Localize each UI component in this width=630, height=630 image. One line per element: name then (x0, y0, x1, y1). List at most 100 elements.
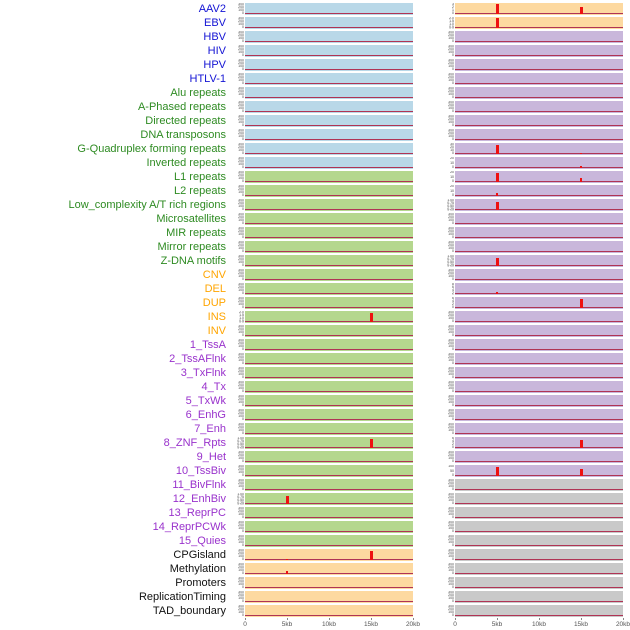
y-tick-label: 300 (448, 353, 454, 356)
y-tick-label: 100 (448, 414, 454, 418)
y-tick-label: 200 (448, 565, 454, 569)
y-tick-label: 200 (448, 383, 454, 387)
signal-baseline (455, 447, 623, 448)
y-tick-label: 100 (238, 596, 244, 600)
track-row: Directed repeats 300 200 100 0 300 200 100 0 (0, 114, 630, 128)
y-tick-label: 0 (242, 333, 244, 337)
y-tick-label: 0 (242, 599, 244, 603)
column-gap (413, 23, 438, 24)
signal-panel-right (455, 367, 623, 379)
signal-spike (496, 145, 499, 154)
signal-panel-left (245, 507, 413, 519)
signal-panel-left (245, 129, 413, 141)
y-tick-label: 0.25 (237, 501, 244, 505)
signal-panel-right (455, 423, 623, 435)
y-tick-label: 4 (452, 299, 454, 303)
y-tick-label: 200 (238, 523, 244, 527)
signal-baseline (455, 461, 623, 462)
y-tick-label: 100 (238, 8, 244, 12)
y-tick-label: 200 (238, 369, 244, 373)
signal-spike (370, 439, 373, 448)
y-tick-label: 0 (452, 529, 454, 533)
signal-panel-right (455, 101, 623, 113)
y-tick-label: 2.0 (239, 311, 244, 314)
signal-baseline (245, 209, 413, 210)
column-gap (413, 583, 438, 584)
signal-baseline (245, 251, 413, 252)
y-tick-label: 100 (448, 92, 454, 96)
y-tick-label: 300 (448, 451, 454, 454)
y-tick-label: 100 (238, 456, 244, 460)
y-tick-label: 0 (242, 277, 244, 281)
y-tick-label: 0.50 (447, 204, 454, 208)
y-tick-label: 100 (238, 232, 244, 236)
signal-baseline (455, 69, 623, 70)
signal-baseline (245, 587, 413, 588)
y-tick-label: 0 (242, 67, 244, 71)
track-label: DNA transposons (140, 129, 226, 141)
y-tick-label: 1.00 (237, 437, 244, 440)
x-tick-label: 5kb (281, 621, 293, 628)
y-tick-label: 300 (238, 535, 244, 538)
track-label: 10_TssBiv (175, 465, 226, 477)
signal-panel-right (455, 395, 623, 407)
signal-baseline (455, 391, 623, 392)
column-gap (413, 485, 438, 486)
signal-panel-right (455, 185, 623, 197)
y-tick-label: 20 (450, 145, 454, 149)
signal-baseline (245, 181, 413, 182)
y-axis-ticks-left: 300 200 100 0 (228, 157, 245, 169)
signal-panel-left (245, 101, 413, 113)
y-tick-label: 300 (238, 549, 244, 552)
track-label: INV (207, 325, 226, 337)
signal-baseline (245, 377, 413, 378)
signal-panel-right (455, 311, 623, 323)
y-tick-label: 0 (452, 53, 454, 57)
y-tick-label: 0 (452, 445, 454, 449)
y-axis-ticks-right: 300 200 100 0 (438, 549, 455, 561)
track-row: A-Phased repeats 300 200 100 0 300 200 100 0 (0, 100, 630, 114)
y-tick-label: 200 (238, 481, 244, 485)
signal-baseline (245, 153, 413, 154)
signal-panel-left (245, 297, 413, 309)
y-tick-label: 200 (238, 341, 244, 345)
y-tick-label: 200 (238, 607, 244, 611)
y-axis-ticks-left: 300 200 100 0 (228, 367, 245, 379)
track-label: CNV (202, 269, 226, 281)
signal-panel-left (245, 423, 413, 435)
y-tick-label: 100 (448, 540, 454, 544)
signal-baseline (245, 545, 413, 546)
y-tick-label: 100 (238, 302, 244, 306)
y-tick-label: 0 (242, 123, 244, 127)
y-tick-label: 100 (238, 134, 244, 138)
signal-panel-right (455, 535, 623, 547)
y-axis-ticks-left: 300 200 100 0 (228, 45, 245, 57)
signal-panel-left (245, 269, 413, 281)
signal-panel-right (455, 325, 623, 337)
signal-panel-right (455, 241, 623, 253)
signal-baseline (455, 587, 623, 588)
y-tick-label: 300 (238, 577, 244, 580)
y-tick-label: 1.00 (237, 493, 244, 496)
y-tick-label: 100 (448, 554, 454, 558)
track-row: CNV 300 200 100 0 300 200 100 0 (0, 268, 630, 282)
y-tick-label: 200 (448, 103, 454, 107)
y-tick-label: 0 (452, 179, 454, 183)
track-label: EBV (203, 17, 226, 29)
y-tick-label: 200 (448, 579, 454, 583)
y-tick-label: 300 (448, 45, 454, 48)
signal-spike (496, 258, 499, 266)
y-tick-label: 100 (238, 414, 244, 418)
y-tick-label: 20 (450, 157, 454, 160)
signal-panel-right (455, 87, 623, 99)
signal-panel-left (245, 185, 413, 197)
column-gap (413, 457, 438, 458)
signal-panel-right (455, 213, 623, 225)
y-tick-label: 4 (452, 288, 454, 292)
x-axis-tick-mark (623, 618, 624, 620)
column-gap (413, 51, 438, 52)
y-tick-label: 100 (238, 512, 244, 516)
y-axis-ticks-right: 300 200 100 0 (438, 129, 455, 141)
y-tick-label: 0.75 (447, 257, 454, 261)
